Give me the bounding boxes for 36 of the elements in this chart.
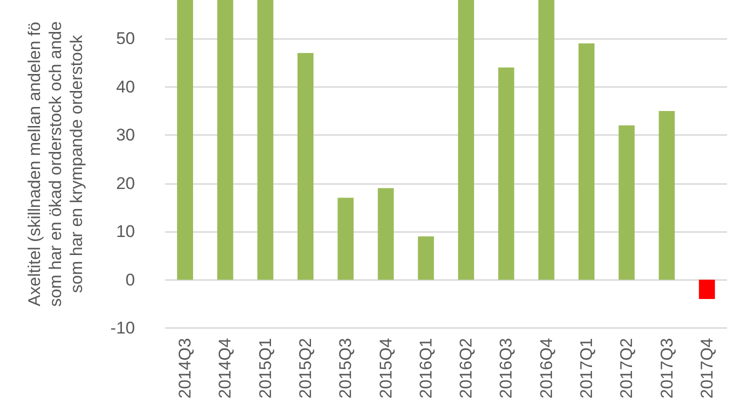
x-tick-label: 2014Q3 bbox=[176, 338, 195, 398]
x-tick-label: 2015Q1 bbox=[256, 338, 275, 398]
x-tick-label: 2016Q2 bbox=[456, 338, 476, 398]
y-tick-label: 40 bbox=[116, 77, 135, 96]
bar bbox=[658, 110, 675, 280]
bar bbox=[418, 236, 434, 280]
y-axis-title: Axeltitel (skillnaden mellan andelen fö som har en ökad orderstock och ande som har en krympande orderstock bbox=[25, 21, 86, 307]
bar bbox=[458, 0, 474, 280]
bar bbox=[338, 198, 354, 280]
bar bbox=[538, 0, 554, 280]
x-tick-label: 2016Q1 bbox=[416, 338, 436, 398]
x-tick-label: 2014Q4 bbox=[216, 338, 235, 398]
x-tick-label: 2015Q4 bbox=[376, 338, 396, 398]
bar bbox=[578, 43, 594, 280]
y-tick-label: -10 bbox=[110, 318, 135, 338]
y-tick-label: 10 bbox=[116, 222, 135, 242]
bar bbox=[498, 68, 514, 280]
y-tick-label: 30 bbox=[116, 126, 135, 145]
x-tick-label: 2016Q3 bbox=[496, 338, 516, 398]
x-tick-label: 2017Q3 bbox=[657, 338, 676, 398]
y-tick-label: 20 bbox=[116, 174, 135, 193]
y-tick-label: 50 bbox=[116, 29, 135, 48]
x-tick-label: 2017Q1 bbox=[577, 338, 596, 398]
bar bbox=[298, 53, 314, 280]
y-tick-label: 0 bbox=[126, 270, 135, 290]
x-tick-label: 2016Q4 bbox=[536, 338, 556, 398]
x-tick-label: 2017Q2 bbox=[617, 338, 636, 398]
bar bbox=[177, 0, 194, 280]
x-tick-label: 2015Q2 bbox=[296, 338, 315, 398]
bar bbox=[378, 188, 394, 280]
x-tick-label: 2017Q4 bbox=[697, 338, 716, 398]
bar bbox=[217, 0, 234, 280]
x-tick-label: 2015Q3 bbox=[336, 338, 356, 398]
bar bbox=[698, 280, 715, 300]
bar bbox=[257, 0, 274, 280]
bar bbox=[618, 125, 635, 280]
